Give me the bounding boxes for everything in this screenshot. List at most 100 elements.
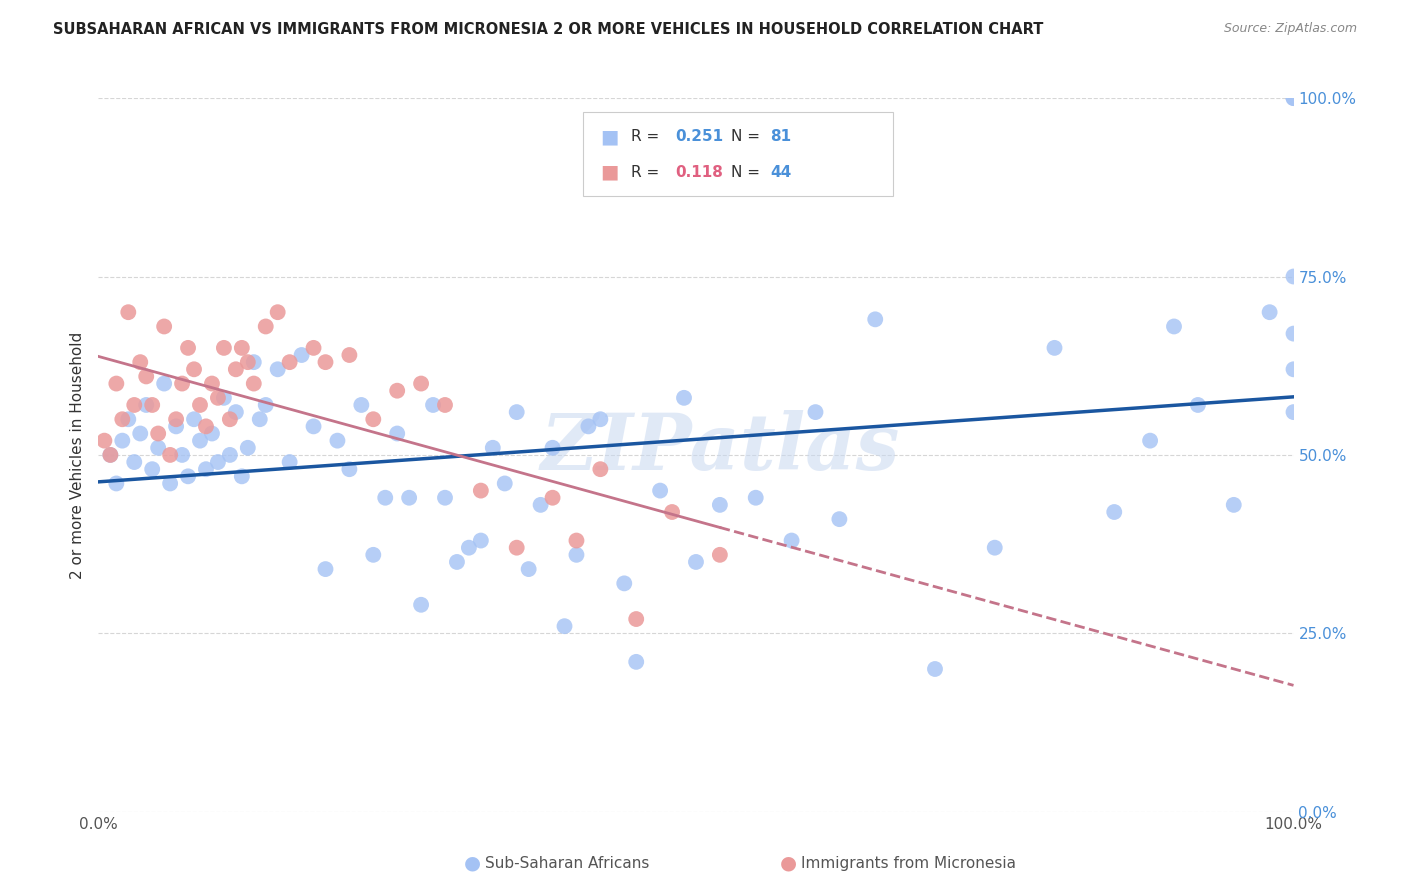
Point xyxy=(243,376,266,391)
Point xyxy=(135,398,157,412)
Point xyxy=(780,533,803,548)
Point xyxy=(1139,434,1161,448)
Point xyxy=(98,448,122,462)
Text: ■: ■ xyxy=(600,162,619,182)
Point xyxy=(363,548,385,562)
Point xyxy=(195,462,218,476)
Text: 0.251: 0.251 xyxy=(675,129,723,144)
Point xyxy=(231,341,253,355)
Point xyxy=(685,555,707,569)
Point xyxy=(302,341,325,355)
Point xyxy=(315,562,337,576)
Point xyxy=(434,491,457,505)
Point xyxy=(709,498,731,512)
Point xyxy=(541,491,564,505)
Text: 81: 81 xyxy=(770,129,792,144)
Point xyxy=(201,426,224,441)
Point xyxy=(1282,269,1305,284)
Text: ■: ■ xyxy=(600,127,619,146)
Point xyxy=(506,541,529,555)
Point xyxy=(626,655,648,669)
Point xyxy=(517,562,540,576)
Point xyxy=(254,398,277,412)
Point xyxy=(339,462,361,476)
Point xyxy=(1163,319,1185,334)
Point xyxy=(350,398,373,412)
Point xyxy=(105,476,128,491)
Text: ●: ● xyxy=(780,854,797,873)
Point xyxy=(141,462,163,476)
Point xyxy=(165,419,187,434)
Point xyxy=(385,384,409,398)
Point xyxy=(506,405,529,419)
Point xyxy=(1282,405,1305,419)
Point xyxy=(374,491,396,505)
Point xyxy=(1043,341,1066,355)
Point xyxy=(93,434,115,448)
Point xyxy=(1282,91,1305,105)
Point xyxy=(129,355,152,369)
Point xyxy=(589,462,612,476)
Point xyxy=(219,412,242,426)
Point xyxy=(613,576,636,591)
Point xyxy=(578,419,600,434)
Point xyxy=(745,491,768,505)
Point xyxy=(188,434,211,448)
Point xyxy=(565,533,588,548)
Point xyxy=(398,491,420,505)
Point xyxy=(243,355,266,369)
Text: SUBSAHARAN AFRICAN VS IMMIGRANTS FROM MICRONESIA 2 OR MORE VEHICLES IN HOUSEHOLD: SUBSAHARAN AFRICAN VS IMMIGRANTS FROM MI… xyxy=(53,22,1043,37)
Point xyxy=(172,448,194,462)
Text: R =: R = xyxy=(631,165,659,179)
Point xyxy=(177,341,200,355)
Point xyxy=(172,376,194,391)
Point xyxy=(267,305,290,319)
Point xyxy=(278,355,301,369)
Point xyxy=(278,455,301,469)
Point xyxy=(111,434,134,448)
Point xyxy=(554,619,576,633)
Point xyxy=(153,376,176,391)
Point xyxy=(207,391,229,405)
Point xyxy=(201,376,224,391)
Point xyxy=(141,398,163,412)
Point xyxy=(650,483,672,498)
Point xyxy=(267,362,290,376)
Point xyxy=(105,376,128,391)
Point xyxy=(111,412,134,426)
Point xyxy=(326,434,349,448)
Point xyxy=(470,483,492,498)
Point xyxy=(339,348,361,362)
Point xyxy=(828,512,851,526)
Point xyxy=(148,426,170,441)
Point xyxy=(249,412,271,426)
Point xyxy=(1258,305,1281,319)
Point xyxy=(673,391,696,405)
Point xyxy=(565,548,588,562)
Point xyxy=(183,412,205,426)
Point xyxy=(1104,505,1126,519)
Point xyxy=(212,341,235,355)
Point xyxy=(231,469,253,483)
Text: Sub-Saharan Africans: Sub-Saharan Africans xyxy=(485,856,650,871)
Point xyxy=(236,355,259,369)
Point xyxy=(315,355,337,369)
Text: R =: R = xyxy=(631,129,659,144)
Point xyxy=(165,412,187,426)
Point xyxy=(385,426,409,441)
Point xyxy=(129,426,152,441)
Text: N =: N = xyxy=(731,129,761,144)
Text: ●: ● xyxy=(464,854,481,873)
Point xyxy=(626,612,648,626)
Point xyxy=(984,541,1007,555)
Point xyxy=(225,405,247,419)
Point xyxy=(225,362,247,376)
Point xyxy=(195,419,218,434)
Point xyxy=(1223,498,1246,512)
Point xyxy=(661,505,683,519)
Point xyxy=(159,476,181,491)
Point xyxy=(434,398,457,412)
Point xyxy=(207,455,229,469)
Point xyxy=(589,412,612,426)
Point xyxy=(135,369,157,384)
